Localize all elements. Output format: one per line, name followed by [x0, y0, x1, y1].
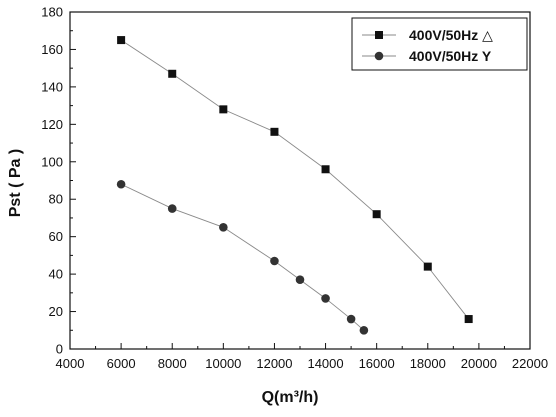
y-tick-label: 180 [41, 5, 63, 20]
data-point-circle [219, 223, 228, 232]
legend-item-1: 400V/50Hz △ [362, 27, 493, 43]
series-1 [117, 36, 473, 324]
data-point-circle [346, 314, 356, 324]
x-tick-label: 4000 [56, 356, 85, 371]
legend-box [351, 17, 528, 71]
x-tick-label: 10000 [205, 356, 241, 371]
series-line [120, 39, 470, 320]
data-point-circle [359, 325, 369, 335]
data-point-square [168, 69, 177, 78]
legend-item-2: 400V/50Hz Y [362, 48, 492, 64]
x-tick-label: 12000 [256, 356, 292, 371]
series-layer [116, 36, 473, 335]
data-point-square [117, 36, 126, 45]
data-point-square [464, 315, 473, 324]
y-tick-label: 80 [49, 192, 63, 207]
y-tick-label: 60 [49, 229, 63, 244]
legend: 400V/50Hz △ 400V/50Hz Y [351, 17, 528, 71]
x-axis-title: Q(m³/h) [262, 389, 319, 406]
x-tick-label: 8000 [158, 356, 187, 371]
data-point-square [372, 210, 381, 219]
x-tick-label: 20000 [461, 356, 497, 371]
data-point-circle [167, 204, 177, 213]
x-tick-label: 6000 [107, 356, 136, 371]
data-point-square [219, 105, 228, 114]
y-tick-label: 20 [49, 304, 63, 319]
y-tick-label: 0 [56, 342, 63, 357]
y-tick-label: 100 [41, 154, 63, 169]
data-point-circle [116, 179, 126, 189]
legend-square-icon [375, 31, 383, 39]
data-point-circle [270, 256, 279, 266]
data-point-square [270, 127, 279, 136]
series-line [120, 183, 365, 331]
y-axis-title: Pst ( Pa ) [7, 149, 24, 217]
series-2 [116, 179, 369, 335]
x-tick-label: 22000 [512, 356, 548, 371]
legend-label: 400V/50Hz Y [409, 48, 492, 64]
data-point-square [423, 262, 432, 271]
x-tick-label: 14000 [307, 356, 343, 371]
y-tick-label: 120 [41, 117, 63, 132]
data-point-circle [295, 275, 305, 285]
x-tick-label: 18000 [410, 356, 446, 371]
data-point-circle [321, 294, 330, 303]
y-tick-label: 40 [49, 267, 63, 282]
data-point-square [321, 165, 330, 174]
legend-label: 400V/50Hz △ [409, 27, 493, 43]
legend-circle-icon [374, 51, 384, 61]
x-tick-label: 16000 [359, 356, 395, 371]
y-tick-label: 160 [41, 42, 63, 57]
axis-ticks: 4000 6000 8000 10000 12000 14000 16000 18000 200… [41, 5, 548, 372]
y-tick-label: 140 [41, 79, 63, 94]
